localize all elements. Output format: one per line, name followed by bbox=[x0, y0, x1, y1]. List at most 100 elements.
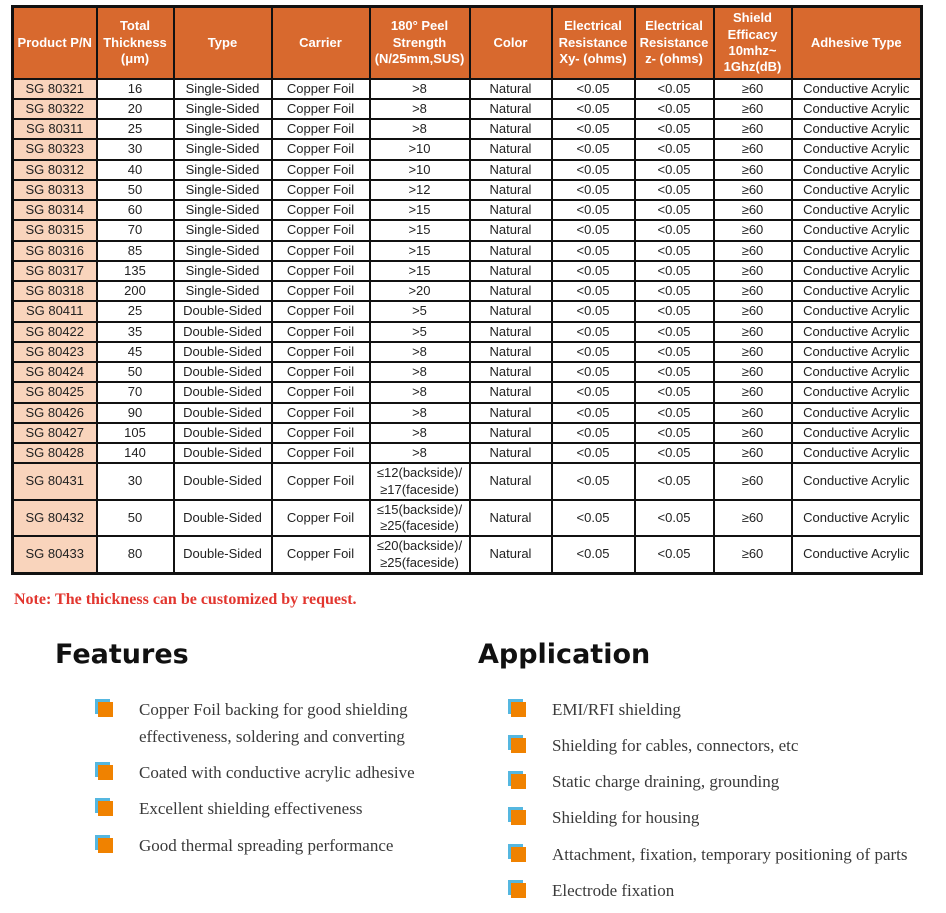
carrier-cell: Copper Foil bbox=[270, 300, 371, 323]
resistance-z-header: Electrical Resistance z- (ohms) bbox=[633, 5, 715, 80]
color-cell: Natural bbox=[468, 178, 553, 202]
table-row: SG 80321 16 Single-Sided Copper Foil >8 Natur… bbox=[11, 77, 923, 100]
shield-efficacy-cell: ≥60 bbox=[712, 320, 793, 343]
table-row: SG 80313 50 Single-Sided Copper Foil >12 Natu… bbox=[11, 178, 923, 202]
list-item-text: Excellent shielding effectiveness bbox=[139, 799, 363, 819]
thickness-note: Note: The thickness can be customized by… bbox=[14, 590, 357, 608]
shield-efficacy-cell: ≥60 bbox=[712, 498, 793, 538]
shield-efficacy-cell: ≥60 bbox=[712, 340, 793, 364]
adhesive-type-cell: Conductive Acrylic bbox=[790, 340, 923, 364]
adhesive-type-cell: Conductive Acrylic bbox=[790, 198, 923, 222]
adhesive-type-cell: Conductive Acrylic bbox=[790, 462, 923, 501]
product-pn-cell: SG 80433 bbox=[11, 535, 98, 575]
carrier-cell: Copper Foil bbox=[270, 198, 371, 222]
adhesive-type-cell: Conductive Acrylic bbox=[790, 498, 923, 538]
product-pn-cell: SG 80314 bbox=[11, 198, 98, 222]
resistance-z-cell: <0.05 bbox=[633, 198, 715, 222]
thickness-cell: 80 bbox=[95, 535, 175, 575]
color-cell: Natural bbox=[468, 279, 553, 303]
square-bullet-icon bbox=[511, 701, 526, 717]
color-cell: Natural bbox=[468, 535, 553, 575]
table-row: SG 80433 80 Double-Sided Copper Foil ≤20(bac… bbox=[11, 535, 923, 575]
type-cell: Double-Sided bbox=[172, 340, 273, 364]
peel-strength-cell: >8 bbox=[368, 340, 471, 364]
carrier-cell: Copper Foil bbox=[270, 498, 371, 538]
product-pn-cell: SG 80322 bbox=[11, 97, 98, 121]
type-cell: Single-Sided bbox=[172, 219, 273, 242]
table-header-row: Product P/N Total Thickness (μm) Type Carri… bbox=[11, 5, 923, 80]
peel-strength-cell: >15 bbox=[368, 259, 471, 283]
thickness-header: Total Thickness (μm) bbox=[95, 5, 175, 80]
resistance-xy-cell: <0.05 bbox=[550, 178, 636, 202]
type-cell: Double-Sided bbox=[172, 498, 273, 538]
resistance-z-cell: <0.05 bbox=[633, 279, 715, 303]
thickness-cell: 50 bbox=[95, 498, 175, 538]
carrier-cell: Copper Foil bbox=[270, 158, 371, 181]
resistance-xy-cell: <0.05 bbox=[550, 441, 636, 465]
thickness-cell: 45 bbox=[95, 340, 175, 364]
type-cell: Double-Sided bbox=[172, 441, 273, 465]
info-sections: Features Copper Foil backing for good sh… bbox=[0, 639, 946, 913]
table-row: SG 80312 40 Single-Sided Copper Foil >10 Natu… bbox=[11, 158, 923, 181]
color-cell: Natural bbox=[468, 360, 553, 384]
resistance-z-cell: <0.05 bbox=[633, 360, 715, 384]
peel-strength-cell: >10 bbox=[368, 138, 471, 161]
adhesive-type-cell: Conductive Acrylic bbox=[790, 259, 923, 283]
resistance-xy-cell: <0.05 bbox=[550, 498, 636, 538]
peel-strength-cell: >5 bbox=[368, 300, 471, 323]
shield-efficacy-cell: ≥60 bbox=[712, 535, 793, 575]
type-cell: Single-Sided bbox=[172, 158, 273, 181]
peel-strength-cell: >12 bbox=[368, 178, 471, 202]
peel-strength-cell: >15 bbox=[368, 239, 471, 262]
shield-efficacy-cell: ≥60 bbox=[712, 97, 793, 121]
product-pn-cell: SG 80313 bbox=[11, 178, 98, 202]
type-cell: Double-Sided bbox=[172, 535, 273, 575]
table-row: SG 80315 70 Single-Sided Copper Foil >15 Natu… bbox=[11, 219, 923, 242]
list-item: Attachment, fixation, temporary position… bbox=[508, 841, 946, 868]
thickness-cell: 40 bbox=[95, 158, 175, 181]
color-cell: Natural bbox=[468, 381, 553, 404]
thickness-cell: 35 bbox=[95, 320, 175, 343]
features-section: Features Copper Foil backing for good sh… bbox=[55, 639, 423, 913]
carrier-cell: Copper Foil bbox=[270, 178, 371, 202]
type-cell: Double-Sided bbox=[172, 462, 273, 501]
list-item-text: Copper Foil backing for good shielding e… bbox=[139, 699, 408, 746]
shield-efficacy-cell: ≥60 bbox=[712, 117, 793, 141]
color-header: Color bbox=[468, 5, 553, 80]
thickness-cell: 70 bbox=[95, 219, 175, 242]
table-row: SG 80323 30 Single-Sided Copper Foil >10 Natu… bbox=[11, 138, 923, 161]
thickness-cell: 30 bbox=[95, 462, 175, 501]
square-bullet-icon bbox=[98, 765, 113, 781]
product-pn-cell: SG 80423 bbox=[11, 340, 98, 364]
product-pn-cell: SG 80422 bbox=[11, 320, 98, 343]
peel-strength-cell: >8 bbox=[368, 77, 471, 100]
list-item-text: Static charge draining, grounding bbox=[552, 772, 780, 792]
color-cell: Natural bbox=[468, 462, 553, 501]
resistance-xy-cell: <0.05 bbox=[550, 219, 636, 242]
carrier-cell: Copper Foil bbox=[270, 117, 371, 141]
resistance-xy-cell: <0.05 bbox=[550, 279, 636, 303]
shield-efficacy-cell: ≥60 bbox=[712, 421, 793, 445]
square-bullet-icon bbox=[511, 737, 526, 753]
list-item-text: Attachment, fixation, temporary position… bbox=[552, 844, 908, 864]
color-cell: Natural bbox=[468, 401, 553, 424]
carrier-cell: Copper Foil bbox=[270, 259, 371, 283]
spec-table-container: Product P/N Total Thickness (μm) Type Carri… bbox=[11, 5, 923, 575]
resistance-z-cell: <0.05 bbox=[633, 462, 715, 501]
carrier-cell: Copper Foil bbox=[270, 462, 371, 501]
carrier-cell: Copper Foil bbox=[270, 219, 371, 242]
list-item: Copper Foil backing for good shielding e… bbox=[95, 696, 423, 750]
thickness-cell: 50 bbox=[95, 360, 175, 384]
shield-efficacy-cell: ≥60 bbox=[712, 441, 793, 465]
adhesive-type-cell: Conductive Acrylic bbox=[790, 219, 923, 242]
resistance-xy-cell: <0.05 bbox=[550, 381, 636, 404]
table-row: SG 80431 30 Double-Sided Copper Foil ≤12(bac… bbox=[11, 462, 923, 501]
carrier-cell: Copper Foil bbox=[270, 535, 371, 575]
resistance-xy-cell: <0.05 bbox=[550, 259, 636, 283]
product-pn-cell: SG 80316 bbox=[11, 239, 98, 262]
product-pn-cell: SG 80315 bbox=[11, 219, 98, 242]
resistance-xy-cell: <0.05 bbox=[550, 300, 636, 323]
application-title: Application bbox=[478, 638, 651, 670]
color-cell: Natural bbox=[468, 498, 553, 538]
square-bullet-icon bbox=[511, 810, 526, 826]
